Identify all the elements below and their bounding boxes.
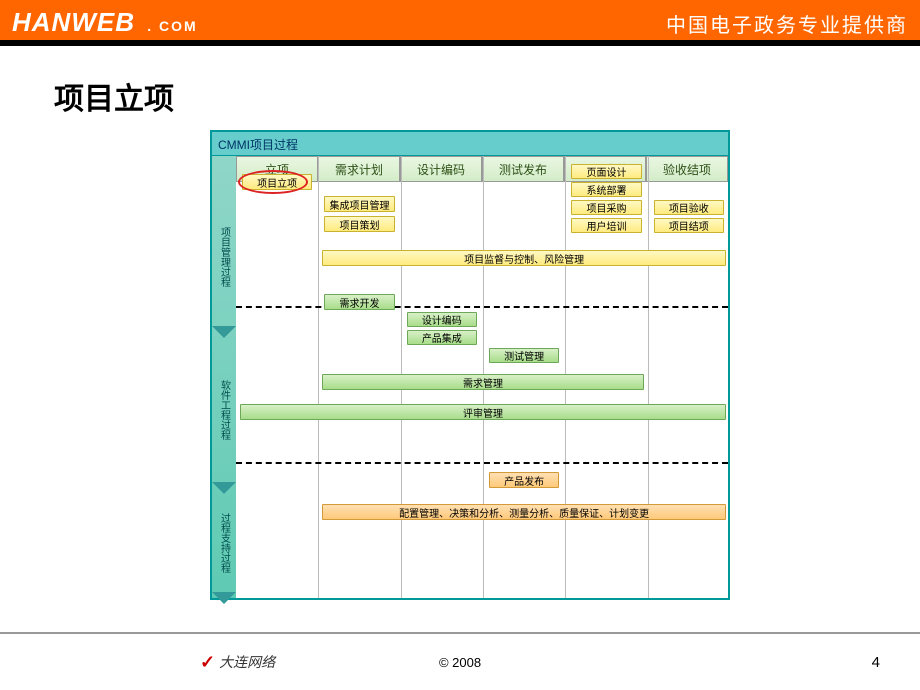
process-box: 项目监督与控制、风险管理 (322, 250, 726, 266)
page-number: 4 (872, 654, 880, 671)
process-box: 项目采购 (571, 200, 641, 215)
process-box: 项目结项 (654, 218, 724, 233)
process-box: 需求开发 (324, 294, 394, 310)
process-box: 需求管理 (322, 374, 643, 390)
process-box: 评审管理 (240, 404, 726, 420)
column-divider (648, 156, 649, 598)
diagram-grid: 立项需求计划设计编码测试发布项目实施验收结项 项目立项集成项目管理项目策划页面设… (236, 156, 728, 598)
process-box: 系统部署 (571, 182, 641, 197)
slide-title: 项目立项 (54, 74, 920, 118)
column-divider (318, 156, 319, 598)
process-box: 页面设计 (571, 164, 641, 179)
footer-brand: 大连网络 (219, 652, 275, 672)
header-tagline: 中国电子政务专业提供商 (666, 9, 908, 38)
diagram-title: CMMI项目过程 (212, 132, 728, 156)
logo-dotcom: . COM (147, 18, 197, 34)
row-chevron-icon (212, 326, 236, 338)
column-header: 测试发布 (482, 156, 564, 182)
row-chevron-icon (212, 592, 236, 604)
row-label: 软件工程过程 (212, 332, 236, 488)
footer-bar: ✓ 大连网络 © 2008 4 (0, 632, 920, 690)
section-divider (236, 306, 728, 308)
cmmi-diagram: CMMI项目过程 项目管理过程软件工程过程过程支持过程 立项需求计划设计编码测试… (210, 130, 730, 600)
highlight-ring (238, 170, 308, 194)
footer-logo-mark: ✓ (200, 652, 215, 673)
footer-logo: ✓ 大连网络 (200, 652, 275, 673)
diagram-body: 项目管理过程软件工程过程过程支持过程 立项需求计划设计编码测试发布项目实施验收结… (212, 156, 728, 598)
column-header: 设计编码 (400, 156, 482, 182)
logo-text: HANWEB (12, 7, 135, 37)
copyright-text: © 2008 (439, 655, 481, 670)
process-box: 项目验收 (654, 200, 724, 215)
process-box: 产品集成 (407, 330, 477, 345)
row-label: 过程支持过程 (212, 488, 236, 598)
row-labels-strip: 项目管理过程软件工程过程过程支持过程 (212, 156, 236, 598)
process-box: 集成项目管理 (324, 196, 394, 212)
diagram-chart-area: 项目立项集成项目管理项目策划页面设计系统部署项目采购用户培训项目验收项目结项项目… (236, 182, 728, 598)
process-box: 用户培训 (571, 218, 641, 233)
column-header: 验收结项 (646, 156, 728, 182)
process-box: 测试管理 (489, 348, 559, 363)
process-box: 设计编码 (407, 312, 477, 327)
header-divider (0, 40, 920, 46)
process-box: 产品发布 (489, 472, 559, 488)
process-box: 项目策划 (324, 216, 394, 232)
column-header: 需求计划 (318, 156, 400, 182)
header-bar: HANWEB . COM 中国电子政务专业提供商 (0, 0, 920, 40)
row-chevron-icon (212, 482, 236, 494)
section-divider (236, 462, 728, 464)
process-box: 配置管理、决策和分析、测量分析、质量保证、计划变更 (322, 504, 726, 520)
logo: HANWEB . COM (12, 7, 198, 38)
row-label: 项目管理过程 (212, 182, 236, 332)
